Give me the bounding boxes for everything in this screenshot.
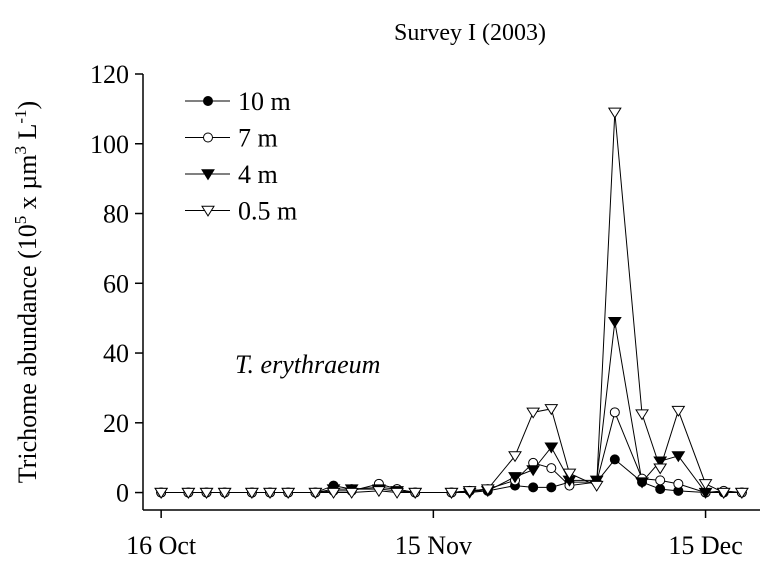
marker bbox=[698, 479, 713, 491]
marker bbox=[526, 465, 541, 477]
marker bbox=[528, 482, 539, 493]
x-tick-label: 15 Dec bbox=[668, 531, 742, 560]
legend-label: 0.5 m bbox=[238, 197, 297, 226]
marker bbox=[653, 463, 668, 475]
legend-label: 7 m bbox=[238, 124, 278, 153]
series-line bbox=[161, 112, 742, 494]
marker bbox=[508, 451, 522, 463]
marker bbox=[635, 477, 649, 489]
marker bbox=[546, 463, 557, 474]
marker bbox=[562, 468, 577, 480]
y-label-part: Trichome abundance (10 bbox=[13, 224, 42, 483]
marker bbox=[217, 487, 232, 499]
marker bbox=[263, 487, 277, 499]
marker bbox=[609, 407, 620, 418]
marker bbox=[199, 487, 214, 499]
marker bbox=[589, 480, 604, 492]
y-tick-label: 120 bbox=[90, 60, 129, 89]
marker bbox=[154, 487, 169, 499]
marker bbox=[607, 316, 622, 328]
y-tick-label: 0 bbox=[116, 479, 129, 508]
x-tick-label: 16 Oct bbox=[126, 531, 197, 560]
marker bbox=[508, 472, 522, 484]
marker bbox=[244, 487, 259, 499]
y-tick-label: 20 bbox=[103, 409, 129, 438]
legend-marker bbox=[203, 96, 213, 106]
y-label-sup: -1 bbox=[11, 109, 30, 123]
y-label-part: L bbox=[13, 124, 42, 146]
marker bbox=[326, 487, 341, 499]
marker bbox=[655, 475, 666, 486]
x-tick-label: 15 Nov bbox=[395, 531, 472, 560]
y-label-part: x µm bbox=[13, 155, 42, 216]
marker bbox=[635, 409, 649, 421]
marker bbox=[526, 407, 541, 419]
marker bbox=[734, 487, 749, 499]
marker bbox=[344, 487, 359, 499]
y-label-part: ) bbox=[13, 101, 42, 110]
legend-label: 10 m bbox=[238, 87, 291, 116]
chart-title: Survey I (2003) bbox=[394, 20, 546, 46]
legend-marker bbox=[203, 132, 213, 143]
y-tick-label: 60 bbox=[103, 269, 129, 298]
marker bbox=[281, 487, 296, 499]
marker bbox=[653, 456, 668, 468]
legend-marker bbox=[201, 205, 215, 217]
marker bbox=[671, 405, 686, 417]
y-tick-label: 100 bbox=[90, 130, 129, 159]
marker bbox=[544, 404, 559, 416]
marker bbox=[408, 487, 423, 499]
marker bbox=[462, 486, 477, 498]
marker bbox=[671, 451, 686, 463]
marker bbox=[480, 484, 495, 496]
marker bbox=[607, 107, 622, 119]
legend-marker bbox=[201, 169, 215, 181]
marker bbox=[444, 487, 459, 499]
marker bbox=[609, 454, 620, 465]
annotation: T. erythraeum bbox=[235, 350, 380, 379]
marker bbox=[390, 487, 404, 499]
y-tick-label: 40 bbox=[103, 339, 129, 368]
marker bbox=[372, 486, 386, 498]
marker bbox=[544, 442, 559, 454]
marker bbox=[673, 478, 684, 489]
series-line bbox=[161, 321, 742, 494]
marker bbox=[655, 484, 666, 495]
marker bbox=[546, 482, 557, 493]
marker bbox=[181, 487, 196, 499]
y-label-sup: 3 bbox=[11, 146, 30, 155]
marker bbox=[716, 487, 731, 499]
legend-label: 4 m bbox=[238, 160, 278, 189]
y-label-sup: 5 bbox=[11, 216, 30, 225]
y-tick-label: 80 bbox=[103, 200, 129, 229]
marker bbox=[308, 487, 323, 499]
y-axis-label: Trichome abundance (105 x µm3 L-1) bbox=[11, 101, 42, 483]
